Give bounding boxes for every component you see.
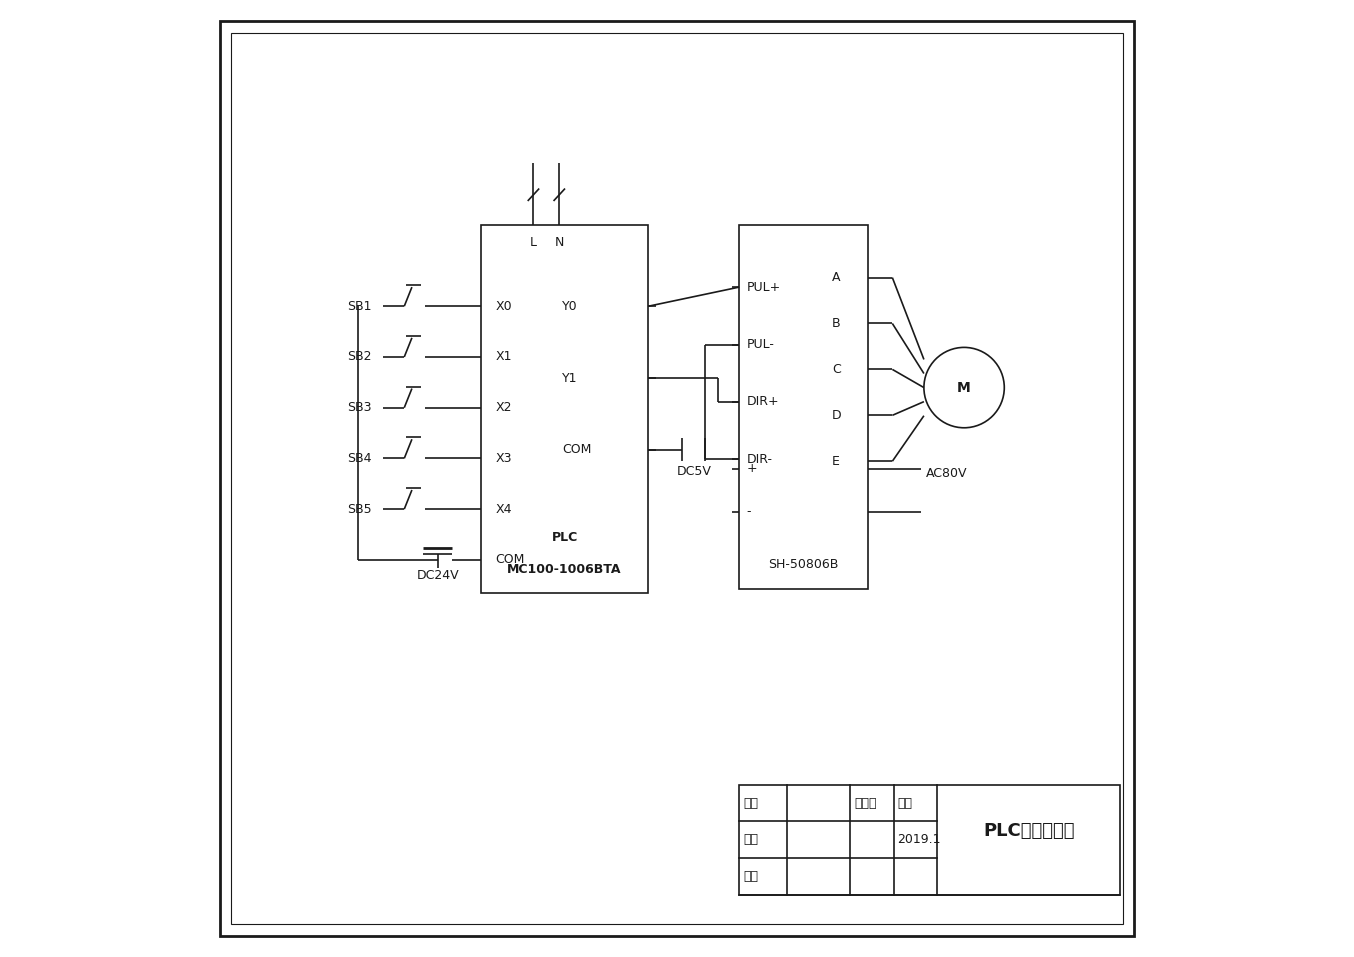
Text: DC5V: DC5V: [676, 465, 711, 478]
Bar: [739, 225, 868, 589]
Text: COM: COM: [496, 553, 524, 567]
Text: SB1: SB1: [347, 300, 371, 313]
Text: A: A: [833, 271, 841, 284]
Text: M: M: [957, 381, 971, 394]
Text: DC24V: DC24V: [417, 569, 459, 583]
Text: DIR-: DIR-: [747, 453, 773, 466]
Text: -: -: [747, 505, 751, 519]
Text: X3: X3: [496, 452, 512, 465]
Text: B: B: [833, 317, 841, 330]
Text: COM: COM: [562, 443, 592, 456]
Text: X1: X1: [496, 350, 512, 364]
Text: MC100-1006BTA: MC100-1006BTA: [508, 563, 621, 576]
Text: D: D: [833, 409, 842, 422]
Text: +: +: [747, 462, 757, 476]
Text: 日期: 日期: [898, 796, 913, 810]
Text: 2019.1: 2019.1: [898, 834, 941, 846]
Text: DIR+: DIR+: [747, 395, 780, 409]
Text: X2: X2: [496, 401, 512, 414]
Text: SB2: SB2: [347, 350, 371, 364]
Text: L: L: [529, 236, 538, 250]
Text: X4: X4: [496, 502, 512, 516]
Text: PUL-: PUL-: [747, 338, 774, 351]
Text: SB4: SB4: [347, 452, 371, 465]
Text: SB3: SB3: [347, 401, 371, 414]
Text: 审核: 审核: [743, 870, 758, 883]
Bar: [481, 225, 649, 593]
Text: AC80V: AC80V: [926, 467, 967, 480]
Text: PUL+: PUL+: [747, 280, 781, 294]
Text: SH-50806B: SH-50806B: [769, 558, 839, 571]
Text: Y1: Y1: [562, 371, 578, 385]
Text: 标准化: 标准化: [854, 796, 876, 810]
Text: SB5: SB5: [347, 502, 371, 516]
Text: 设计: 设计: [743, 796, 758, 810]
Text: PLC电气原理图: PLC电气原理图: [983, 822, 1075, 840]
Text: E: E: [833, 455, 839, 468]
Text: PLC: PLC: [551, 530, 578, 544]
Text: C: C: [833, 363, 841, 376]
Text: X0: X0: [496, 300, 512, 313]
Text: Y0: Y0: [562, 300, 578, 313]
Bar: [739, 785, 1120, 895]
Text: N: N: [555, 236, 565, 250]
Text: 学号: 学号: [743, 834, 758, 846]
